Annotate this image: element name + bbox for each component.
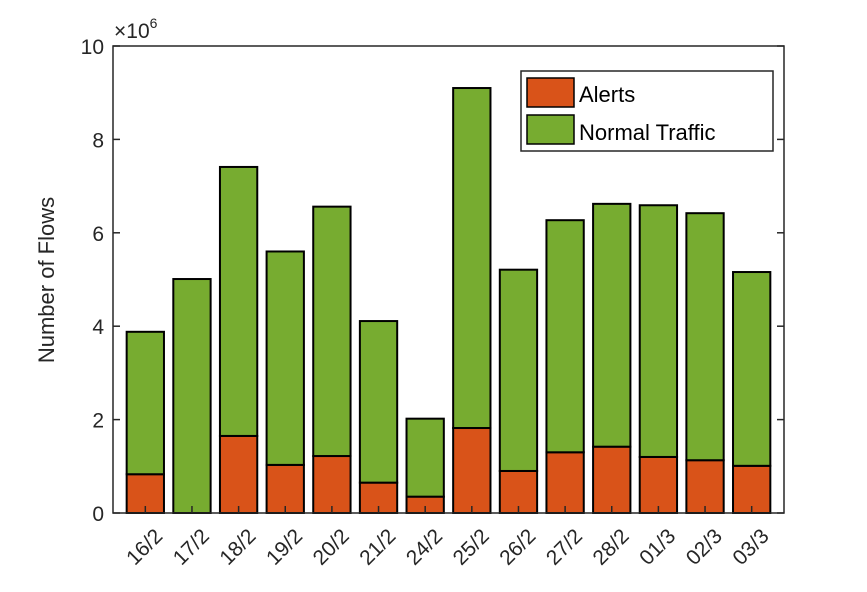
x-tick-label-2: 18/2 xyxy=(215,525,260,570)
bar-normal-traffic-2 xyxy=(218,165,259,437)
bar-alerts-10 xyxy=(592,445,632,514)
bar-normal-traffic-5 xyxy=(358,320,399,484)
bar-alerts-13 xyxy=(732,464,772,514)
bar-normal-traffic-8 xyxy=(498,268,539,472)
bar-normal-traffic-3 xyxy=(265,250,305,466)
y-tick-label-2: 4 xyxy=(92,316,104,339)
legend-label-normal-traffic: Normal Traffic xyxy=(579,120,716,145)
y-exponent-label: ×106 xyxy=(114,15,158,43)
bar-alerts-8 xyxy=(498,469,539,514)
bar-alerts-9 xyxy=(545,451,585,515)
bar-normal-traffic-1 xyxy=(172,278,212,514)
bar-normal-traffic-12 xyxy=(685,212,725,462)
bar-normal-traffic-4 xyxy=(312,205,352,458)
bar-normal-traffic-7 xyxy=(452,87,492,430)
x-tick-label-0: 16/2 xyxy=(122,525,167,570)
bar-normal-traffic-6 xyxy=(405,417,445,498)
x-tick-label-11: 01/3 xyxy=(635,525,680,570)
x-tick-label-1: 17/2 xyxy=(169,525,214,570)
bar-alerts-4 xyxy=(312,455,352,514)
legend-label-alerts: Alerts xyxy=(579,82,635,107)
x-ticks-group: 16/2 17/2 18/2 19/2 20/2 21/2 24/2 25/2 26/2 27/2… xyxy=(122,506,774,570)
legend-swatch-normal-traffic xyxy=(526,114,575,145)
y-tick-label-4: 8 xyxy=(92,129,104,152)
bars-group xyxy=(125,87,772,515)
legend: Alerts Normal Traffic xyxy=(520,70,774,152)
x-tick-label-3: 19/2 xyxy=(262,525,307,570)
x-tick-label-12: 02/3 xyxy=(682,525,727,570)
y-tick-label-1: 2 xyxy=(92,410,104,433)
x-tick-label-5: 21/2 xyxy=(355,525,400,570)
x-tick-label-13: 03/3 xyxy=(728,525,773,570)
bar-normal-traffic-0 xyxy=(125,330,165,476)
axes-box xyxy=(112,45,785,514)
bar-normal-traffic-9 xyxy=(545,219,585,454)
y-tick-label-0: 0 xyxy=(92,503,104,526)
x-tick-label-10: 28/2 xyxy=(589,525,634,570)
bar-normal-traffic-10 xyxy=(592,202,632,448)
bar-normal-traffic-11 xyxy=(638,204,679,458)
x-tick-label-9: 27/2 xyxy=(542,525,587,570)
x-tick-label-8: 26/2 xyxy=(495,525,540,570)
y-axis-label: Number of Flows xyxy=(34,197,59,363)
legend-swatch-alerts xyxy=(526,77,575,108)
bar-alerts-3 xyxy=(265,463,305,514)
bar-alerts-11 xyxy=(638,455,679,514)
x-tick-label-6: 24/2 xyxy=(402,525,447,570)
x-tick-label-7: 25/2 xyxy=(449,525,494,570)
y-tick-label-5: 10 xyxy=(81,36,104,59)
x-tick-label-4: 20/2 xyxy=(309,525,354,570)
bar-alerts-2 xyxy=(218,434,259,514)
bar-alerts-7 xyxy=(452,427,492,515)
y-tick-label-3: 6 xyxy=(92,223,104,246)
bar-alerts-12 xyxy=(685,459,725,515)
bar-normal-traffic-13 xyxy=(732,271,772,467)
